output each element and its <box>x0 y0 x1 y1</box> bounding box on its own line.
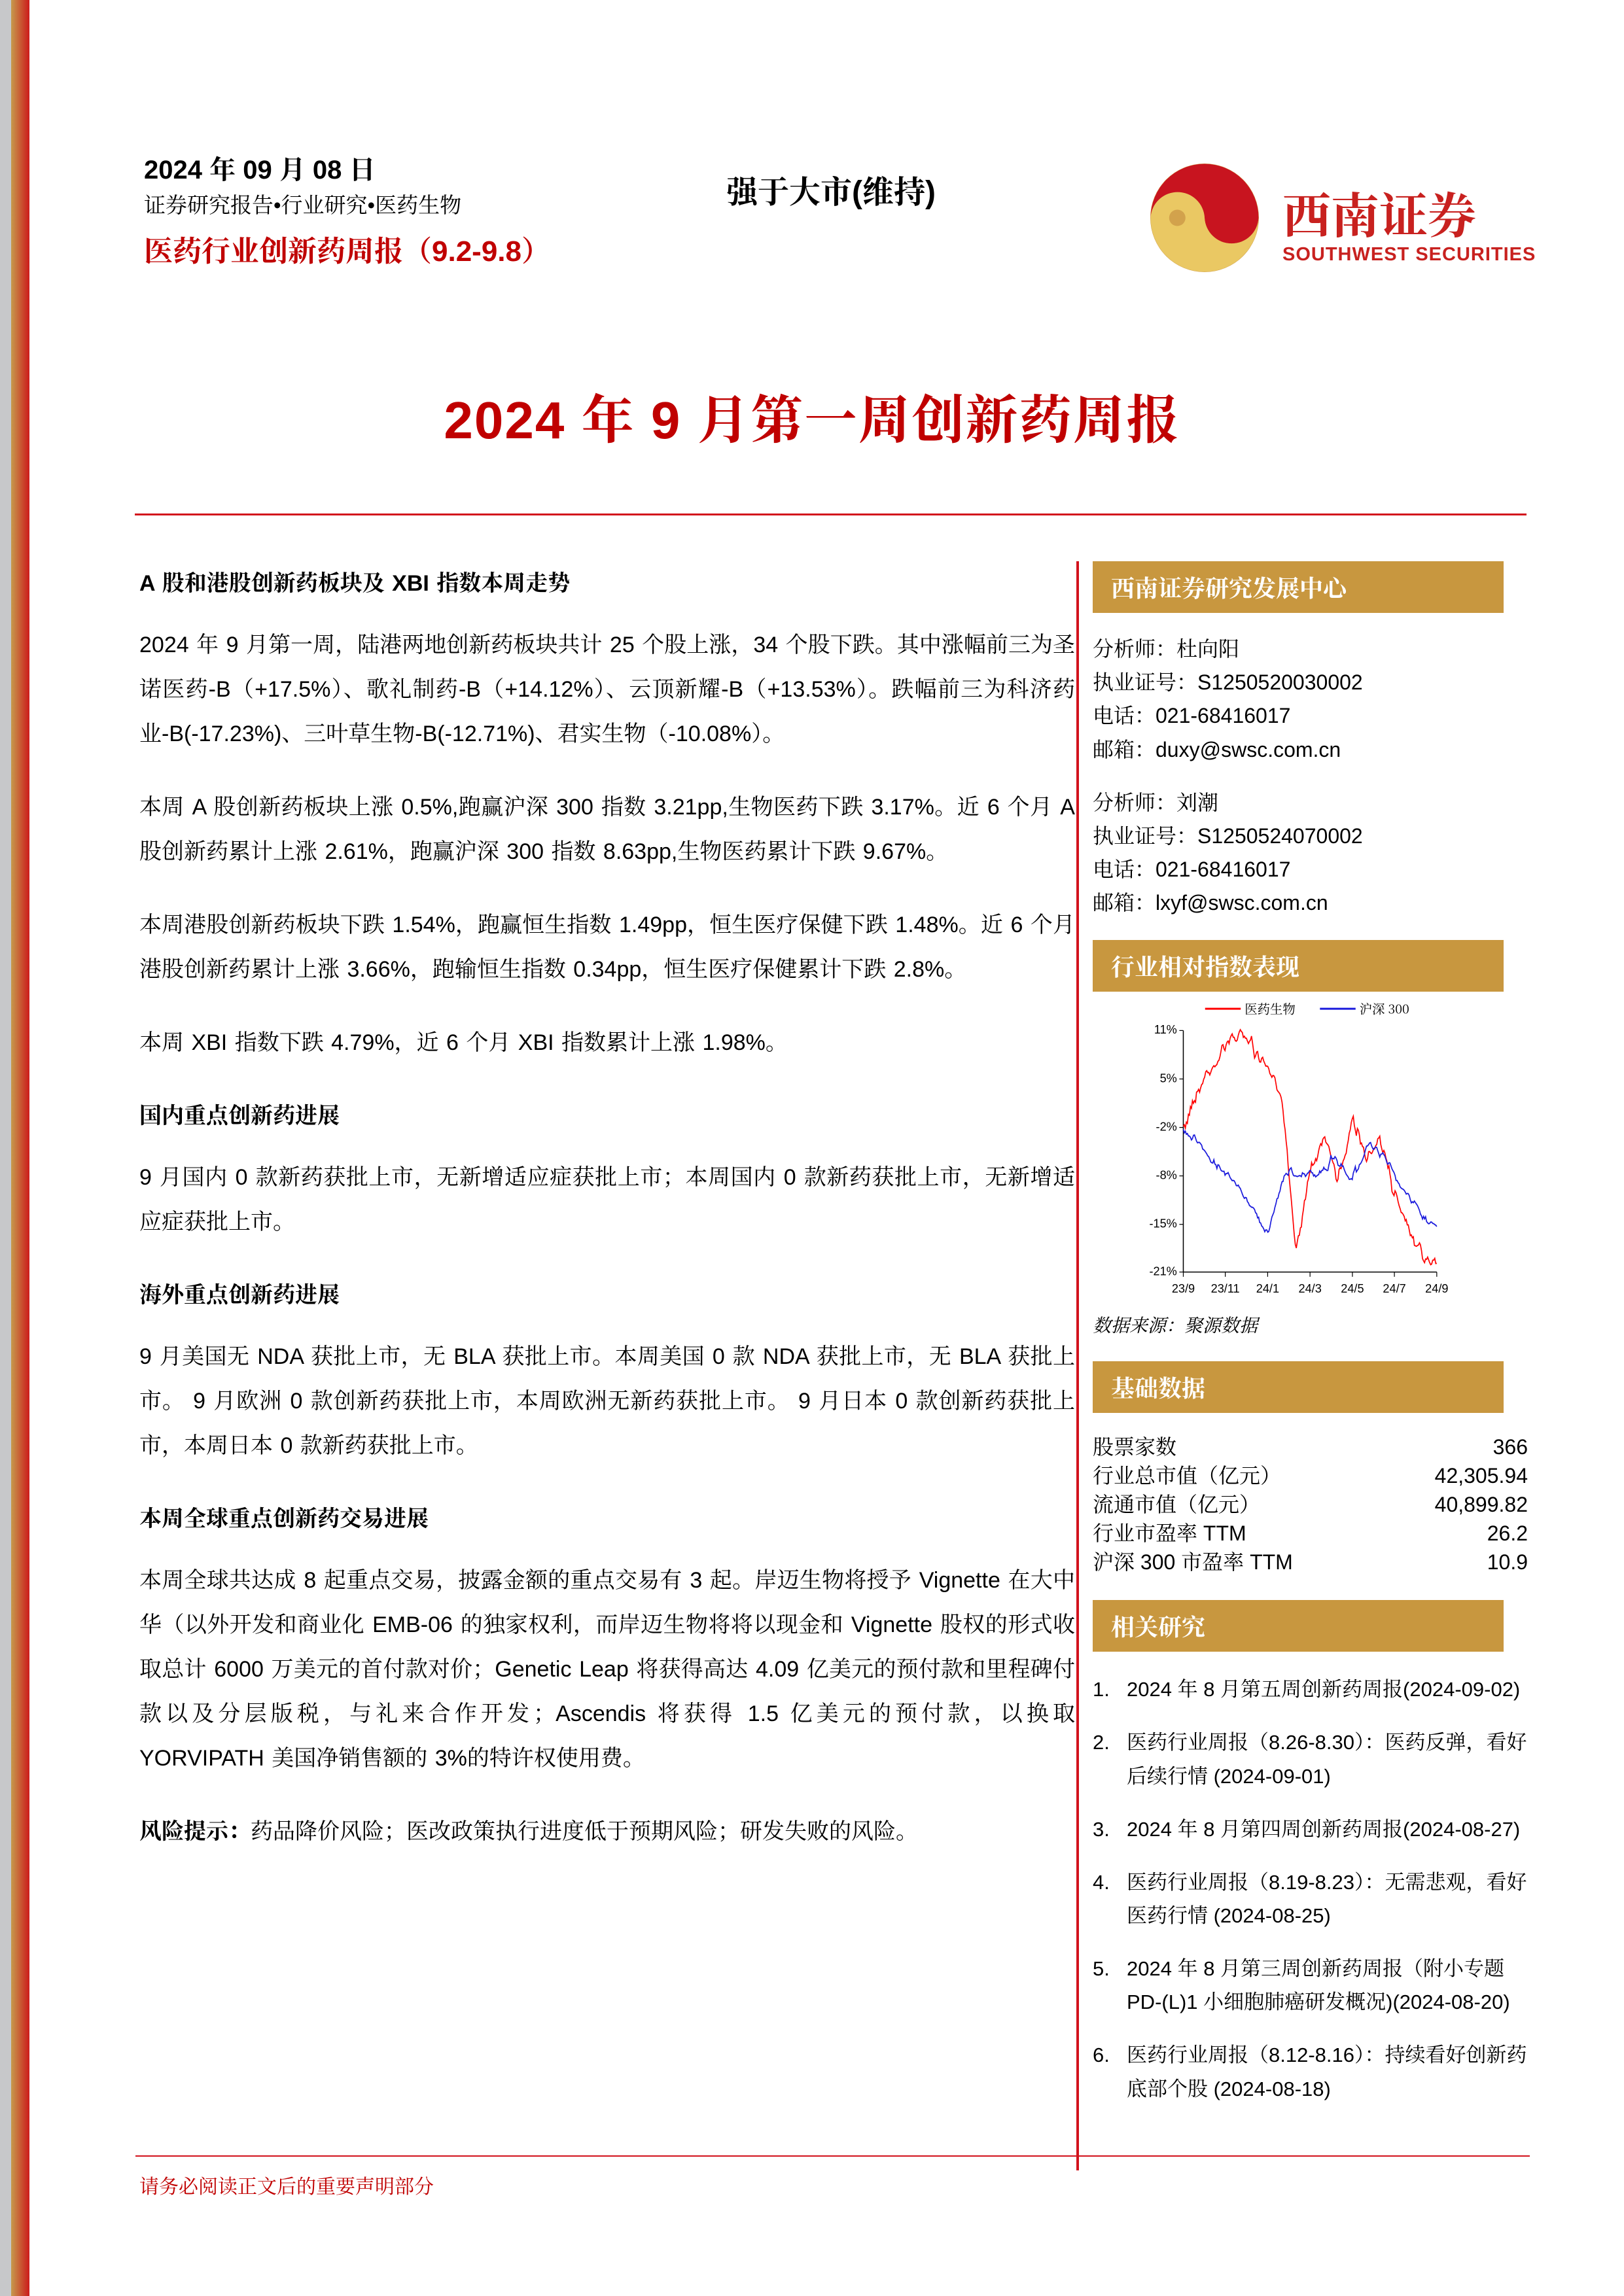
svg-text:-8%: -8% <box>1156 1168 1177 1181</box>
svg-text:24/5: 24/5 <box>1341 1282 1364 1295</box>
svg-text:医药生物: 医药生物 <box>1244 1001 1295 1017</box>
svg-text:24/7: 24/7 <box>1383 1282 1405 1295</box>
svg-text:23/9: 23/9 <box>1172 1282 1195 1295</box>
svg-text:24/3: 24/3 <box>1299 1282 1322 1295</box>
svg-text:沪深 300: 沪深 300 <box>1360 1001 1409 1017</box>
svg-text:西南证券: 西南证券 <box>1282 178 1476 247</box>
svg-text:-21%: -21% <box>1149 1264 1176 1278</box>
svg-text:-15%: -15% <box>1149 1217 1176 1230</box>
svg-text:24/9: 24/9 <box>1425 1282 1448 1295</box>
svg-text:11%: 11% <box>1154 1023 1177 1036</box>
svg-text:23/11: 23/11 <box>1211 1282 1240 1295</box>
svg-text:5%: 5% <box>1160 1071 1177 1085</box>
svg-text:-2%: -2% <box>1156 1120 1177 1133</box>
svg-text:SOUTHWEST SECURITIES: SOUTHWEST SECURITIES <box>1282 244 1536 265</box>
svg-text:24/1: 24/1 <box>1256 1282 1279 1295</box>
